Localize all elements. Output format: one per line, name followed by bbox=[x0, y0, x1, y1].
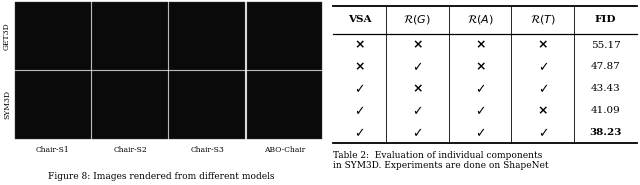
Text: $\checkmark$: $\checkmark$ bbox=[475, 82, 485, 95]
Text: $\boldsymbol{\times}$: $\boldsymbol{\times}$ bbox=[475, 60, 486, 73]
Bar bbox=[170, 2, 245, 70]
Text: $\boldsymbol{\times}$: $\boldsymbol{\times}$ bbox=[538, 39, 548, 52]
Text: 38.23: 38.23 bbox=[589, 128, 621, 137]
Text: $\checkmark$: $\checkmark$ bbox=[412, 104, 422, 117]
Text: Chair-S1: Chair-S1 bbox=[36, 146, 70, 154]
Text: 55.17: 55.17 bbox=[591, 41, 620, 50]
Text: $\checkmark$: $\checkmark$ bbox=[412, 126, 422, 139]
Text: $\checkmark$: $\checkmark$ bbox=[354, 82, 365, 95]
Text: $\checkmark$: $\checkmark$ bbox=[354, 126, 365, 139]
Bar bbox=[170, 71, 245, 139]
Text: $\checkmark$: $\checkmark$ bbox=[538, 126, 548, 139]
Text: $\checkmark$: $\checkmark$ bbox=[475, 126, 485, 139]
Text: $\boldsymbol{\times}$: $\boldsymbol{\times}$ bbox=[354, 60, 365, 73]
Text: Chair-S2: Chair-S2 bbox=[113, 146, 147, 154]
Text: $\boldsymbol{\times}$: $\boldsymbol{\times}$ bbox=[475, 39, 486, 52]
Text: ABO-Chair: ABO-Chair bbox=[264, 146, 305, 154]
Text: FID: FID bbox=[595, 15, 616, 24]
Text: $\checkmark$: $\checkmark$ bbox=[412, 60, 422, 73]
Text: 43.43: 43.43 bbox=[591, 84, 620, 93]
Bar bbox=[15, 71, 91, 139]
Text: Chair-S3: Chair-S3 bbox=[190, 146, 224, 154]
Text: $\mathcal{R}(A)$: $\mathcal{R}(A)$ bbox=[467, 13, 493, 26]
Bar bbox=[246, 2, 323, 70]
Text: $\checkmark$: $\checkmark$ bbox=[538, 82, 548, 95]
Text: $\mathcal{R}(T)$: $\mathcal{R}(T)$ bbox=[530, 13, 556, 26]
Text: GET3D: GET3D bbox=[3, 22, 11, 50]
Text: $\boldsymbol{\times}$: $\boldsymbol{\times}$ bbox=[412, 39, 423, 52]
Text: $\checkmark$: $\checkmark$ bbox=[354, 104, 365, 117]
Text: $\boldsymbol{\times}$: $\boldsymbol{\times}$ bbox=[412, 82, 423, 95]
Text: Table 2:  Evaluation of individual components
in SYM3D. Experiments are done on : Table 2: Evaluation of individual compon… bbox=[333, 151, 548, 170]
Text: 41.09: 41.09 bbox=[591, 106, 620, 115]
Text: $\mathcal{R}(G)$: $\mathcal{R}(G)$ bbox=[403, 13, 431, 26]
Text: $\boldsymbol{\times}$: $\boldsymbol{\times}$ bbox=[538, 104, 548, 117]
Text: VSA: VSA bbox=[348, 15, 371, 24]
Bar bbox=[92, 71, 168, 139]
Text: $\checkmark$: $\checkmark$ bbox=[475, 104, 485, 117]
Text: SYM3D: SYM3D bbox=[3, 90, 11, 119]
Text: Figure 8: Images rendered from different models: Figure 8: Images rendered from different… bbox=[49, 172, 275, 181]
Bar bbox=[246, 71, 323, 139]
Bar bbox=[15, 2, 91, 70]
Text: $\boldsymbol{\times}$: $\boldsymbol{\times}$ bbox=[354, 39, 365, 52]
Text: 47.87: 47.87 bbox=[591, 63, 620, 71]
Bar bbox=[92, 2, 168, 70]
Text: $\checkmark$: $\checkmark$ bbox=[538, 60, 548, 73]
